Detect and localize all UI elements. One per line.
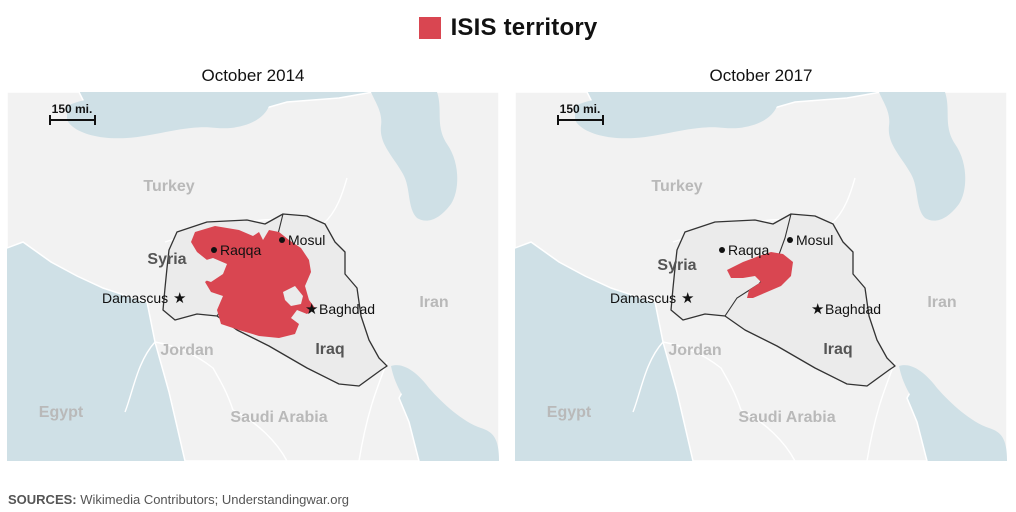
- label-baghdad: Baghdad: [825, 301, 881, 317]
- label-jordan: Jordan: [668, 342, 721, 359]
- cyprus: [119, 258, 155, 274]
- panel-title-2014: October 2014: [201, 66, 305, 85]
- sources-label: SOURCES:: [8, 492, 77, 507]
- label-syria: Syria: [147, 251, 186, 268]
- label-jordan: Jordan: [160, 342, 213, 359]
- baghdad-star: ★: [305, 300, 318, 318]
- map-2014: 150 mi. Turkey Syria Iraq Iran Jordan Eg…: [7, 92, 499, 461]
- black-sea: [575, 94, 777, 139]
- persian-gulf: [391, 365, 499, 461]
- label-iran: Iran: [419, 294, 448, 311]
- country-borders: [632, 177, 896, 461]
- isis-territory: [727, 252, 793, 298]
- label-syria: Syria: [657, 257, 696, 274]
- damascus-star: ★: [173, 289, 186, 307]
- label-mosul: Mosul: [288, 232, 325, 248]
- red-sea: [115, 416, 179, 461]
- caspian-sea: [879, 92, 966, 221]
- label-damascus: Damascus: [610, 290, 676, 306]
- mosul-dot: [279, 237, 285, 243]
- baghdad-star: ★: [811, 300, 824, 318]
- damascus-star: ★: [681, 289, 694, 307]
- label-raqqa: Raqqa: [728, 242, 769, 258]
- label-turkey: Turkey: [143, 178, 194, 195]
- iraq-syria-region: [670, 213, 896, 387]
- raqqa-dot: [211, 247, 217, 253]
- scale-label: 150 mi.: [52, 102, 93, 116]
- cyprus: [627, 258, 663, 274]
- isis-territory: [191, 226, 315, 338]
- label-saudi-arabia: Saudi Arabia: [230, 409, 327, 426]
- label-iraq: Iraq: [315, 341, 344, 358]
- label-iraq: Iraq: [823, 341, 852, 358]
- sources-text: Wikimedia Contributors; Understandingwar…: [80, 492, 350, 507]
- legend-swatch: [418, 17, 441, 39]
- panel-title-2017: October 2017: [709, 66, 813, 85]
- lake-tharthar: [283, 286, 303, 306]
- persian-gulf: [899, 365, 1007, 461]
- raqqa-dot: [719, 247, 725, 253]
- lake-assad: [193, 258, 227, 282]
- scale-label: 150 mi.: [560, 102, 601, 116]
- label-egypt: Egypt: [39, 404, 84, 421]
- label-damascus: Damascus: [102, 290, 168, 306]
- label-iran: Iran: [927, 294, 956, 311]
- sources-footer: SOURCES: Wikimedia Contributors; Underst…: [8, 492, 349, 507]
- red-sea: [623, 416, 687, 461]
- black-sea: [67, 94, 269, 139]
- caspian-sea: [371, 92, 458, 221]
- label-egypt: Egypt: [547, 404, 592, 421]
- label-baghdad: Baghdad: [319, 301, 375, 317]
- legend: ISIS territory: [0, 14, 1016, 42]
- map-2017: 150 mi. Turkey Syria Iraq Iran Jordan Eg…: [515, 92, 1007, 461]
- scale-bar: 150 mi.: [557, 102, 604, 125]
- label-turkey: Turkey: [651, 178, 702, 195]
- label-saudi-arabia: Saudi Arabia: [738, 409, 835, 426]
- mosul-dot: [787, 237, 793, 243]
- legend-label: ISIS territory: [450, 14, 598, 41]
- label-mosul: Mosul: [796, 232, 833, 248]
- scale-bar: 150 mi.: [49, 102, 96, 125]
- label-raqqa: Raqqa: [220, 242, 261, 258]
